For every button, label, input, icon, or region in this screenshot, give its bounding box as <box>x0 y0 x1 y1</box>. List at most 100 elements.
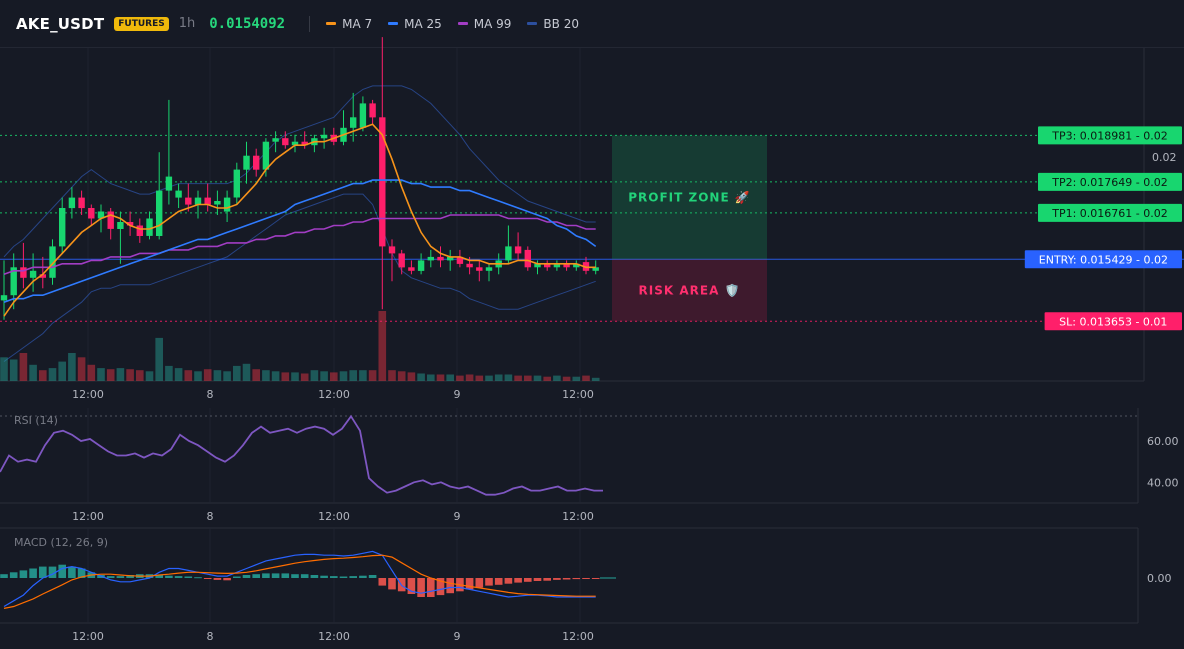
legend-ma99-swatch <box>457 22 468 25</box>
time-axis-label-main: 12:00 <box>562 388 594 401</box>
candle-body[interactable] <box>204 197 211 205</box>
candle-body[interactable] <box>563 263 570 268</box>
candle-body[interactable] <box>437 256 444 261</box>
candle-body[interactable] <box>194 197 202 205</box>
candle-body[interactable] <box>301 141 308 146</box>
candle-body[interactable] <box>514 246 522 254</box>
candle-body[interactable] <box>223 197 231 212</box>
time-axis-label-main: 9 <box>454 388 461 401</box>
legend-bb20[interactable]: BB 20 <box>527 17 579 31</box>
volume-bar <box>174 368 183 381</box>
candle-body[interactable] <box>534 263 541 268</box>
volume-bar <box>359 370 367 381</box>
candle-body[interactable] <box>476 267 483 271</box>
volume-bar <box>485 375 493 381</box>
candle-body[interactable] <box>175 190 182 198</box>
macd-histogram-bar <box>19 570 28 578</box>
volume-bar <box>233 365 241 381</box>
candle-body[interactable] <box>592 267 599 271</box>
volume-bar <box>271 371 280 381</box>
candle-body[interactable] <box>388 246 396 254</box>
risk-zone[interactable] <box>612 259 767 322</box>
candle-body[interactable] <box>524 249 531 268</box>
candle-body[interactable] <box>29 270 37 278</box>
legend-ma7[interactable]: MA 7 <box>326 17 372 31</box>
macd-line <box>3 550 596 608</box>
candle-body[interactable] <box>253 155 260 170</box>
volume-bar <box>106 369 115 381</box>
candle-body[interactable] <box>262 141 270 170</box>
rsi-axis-tick-label: 60.00 <box>1147 435 1179 448</box>
macd-histogram-bar <box>116 576 125 578</box>
candle-body[interactable] <box>398 253 405 268</box>
candle-body[interactable] <box>282 138 289 146</box>
candle-body[interactable] <box>544 263 551 268</box>
candle-body[interactable] <box>185 197 192 205</box>
candle-body[interactable] <box>447 256 454 261</box>
sl-tag-label: SL: 0.013653 - 0.01 <box>1059 315 1167 328</box>
ma7-line <box>3 123 596 317</box>
legend-ma25-label: MA 25 <box>404 16 442 31</box>
candle-body[interactable] <box>233 169 240 198</box>
candle-body[interactable] <box>272 138 279 142</box>
candle-body[interactable] <box>417 260 425 271</box>
candle-body[interactable] <box>49 246 56 278</box>
macd-histogram-bar <box>388 578 396 590</box>
candle-body[interactable] <box>320 134 328 139</box>
candle-body[interactable] <box>126 222 134 226</box>
candle-body[interactable] <box>291 141 299 146</box>
candle-body[interactable] <box>485 267 493 271</box>
candle-body[interactable] <box>136 225 143 237</box>
candle-body[interactable] <box>456 256 464 264</box>
candle-body[interactable] <box>427 256 434 261</box>
macd-histogram-bar <box>242 575 251 578</box>
macd-histogram-bar <box>39 566 47 578</box>
candle-body[interactable] <box>117 222 124 229</box>
macd-histogram-bar <box>184 576 193 578</box>
candle-body[interactable] <box>146 218 153 236</box>
profit-zone[interactable] <box>612 135 767 260</box>
candle-body[interactable] <box>59 208 66 247</box>
volume-bar <box>465 374 474 381</box>
volume-bar <box>145 371 154 381</box>
macd-histogram-bar <box>9 572 18 578</box>
candle-body[interactable] <box>359 103 367 128</box>
candle-body[interactable] <box>39 274 46 278</box>
candle-body[interactable] <box>243 155 250 170</box>
symbol-title[interactable]: AKE_USDT <box>16 14 105 33</box>
macd-histogram-bar <box>543 578 551 581</box>
volume-bar <box>242 363 251 381</box>
candle-body[interactable] <box>78 197 85 209</box>
time-axis-label-rsi: 12:00 <box>318 510 350 523</box>
candle-body[interactable] <box>350 117 357 128</box>
candle-body[interactable] <box>0 295 8 301</box>
macd-histogram-bar <box>262 573 270 578</box>
volume-bar <box>310 370 319 381</box>
candle-body[interactable] <box>10 267 17 296</box>
candle-body[interactable] <box>165 176 173 191</box>
candle-body[interactable] <box>68 197 76 209</box>
candle-body[interactable] <box>97 211 105 219</box>
timeframe-label[interactable]: 1h <box>178 16 196 31</box>
candle-body[interactable] <box>466 263 473 268</box>
macd-histogram-bar <box>485 578 493 586</box>
legend-ma25[interactable]: MA 25 <box>388 17 442 31</box>
candle-body[interactable] <box>88 208 95 219</box>
candle-body[interactable] <box>107 211 114 229</box>
candle-body[interactable] <box>369 103 376 118</box>
legend-ma99[interactable]: MA 99 <box>457 17 511 31</box>
candle-body[interactable] <box>214 201 221 205</box>
macd-histogram-bar <box>126 575 134 578</box>
volume-bar <box>582 375 590 381</box>
candle-body[interactable] <box>156 190 163 236</box>
candle-body[interactable] <box>553 263 561 268</box>
candle-body[interactable] <box>505 246 512 261</box>
candle-body[interactable] <box>379 117 386 247</box>
candle-body[interactable] <box>573 263 580 268</box>
volume-bar <box>77 357 86 381</box>
volume-bar <box>456 375 464 381</box>
candle-body[interactable] <box>20 267 27 278</box>
macd-histogram-bar <box>223 578 231 581</box>
candle-body[interactable] <box>408 267 415 271</box>
